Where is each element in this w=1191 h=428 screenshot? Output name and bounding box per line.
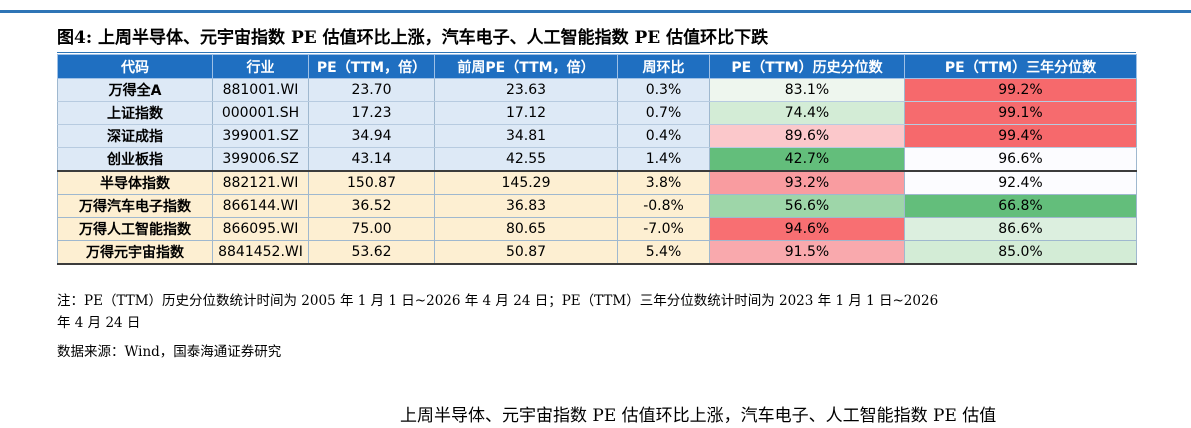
- row-three-pct: 99.1%: [904, 101, 1137, 125]
- row-hist-pct: 42.7%: [709, 147, 905, 172]
- note-line-2: 年 4 月 24 日: [57, 315, 141, 331]
- row-three-pct: 86.6%: [904, 217, 1137, 241]
- row-three-pct: 99.2%: [904, 78, 1137, 102]
- row-pe: 53.62: [308, 240, 435, 265]
- table-header-row: 代码 行业 PE（TTM，倍） 前周PE（TTM，倍） 周环比 PE（TTM）历…: [57, 54, 1137, 79]
- row-pe: 36.52: [308, 194, 435, 218]
- row-code: 000001.SH: [212, 101, 309, 125]
- row-pe: 150.87: [308, 170, 435, 195]
- row-name: 万得元宇宙指数: [57, 240, 213, 265]
- table-row: 万得汽车电子指数 866144.WI 36.52 36.83 -0.8% 56.…: [57, 194, 1137, 218]
- table-note: 注：PE（TTM）历史分位数统计时间为 2005 年 1 月 1 日~2026 …: [57, 290, 1142, 334]
- row-name: 万得全A: [57, 78, 213, 102]
- header-industry: 行业: [212, 54, 309, 79]
- row-prev-pe: 42.55: [434, 147, 618, 172]
- row-wow: -0.8%: [617, 194, 710, 218]
- row-name: 半导体指数: [57, 170, 213, 195]
- header-hist-pct: PE（TTM）历史分位数: [709, 54, 905, 79]
- row-code: 399001.SZ: [212, 124, 309, 148]
- header-pe: PE（TTM，倍）: [308, 54, 435, 79]
- figure-caption: 图4: 上周半导体、元宇宙指数 PE 估值环比上涨，汽车电子、人工智能指数 PE…: [57, 28, 769, 48]
- row-three-pct: 66.8%: [904, 194, 1137, 218]
- body-text-heading: 上周半导体、元宇宙指数 PE 估值环比上涨，汽车电子、人工智能指数 PE 估值: [400, 406, 997, 426]
- table-row: 万得人工智能指数 866095.WI 75.00 80.65 -7.0% 94.…: [57, 217, 1137, 241]
- header-three-pct: PE（TTM）三年分位数: [904, 54, 1137, 79]
- row-code: 866144.WI: [212, 194, 309, 218]
- table-row: 万得元宇宙指数 8841452.WI 53.62 50.87 5.4% 91.5…: [57, 240, 1137, 265]
- caption-underline: [57, 52, 1136, 53]
- row-three-pct: 99.4%: [904, 124, 1137, 148]
- row-prev-pe: 23.63: [434, 78, 618, 102]
- row-pe: 43.14: [308, 147, 435, 172]
- table-row: 上证指数 000001.SH 17.23 17.12 0.7% 74.4% 99…: [57, 101, 1137, 125]
- row-code: 882121.WI: [212, 170, 309, 195]
- pe-valuation-table: 代码 行业 PE（TTM，倍） 前周PE（TTM，倍） 周环比 PE（TTM）历…: [57, 54, 1137, 265]
- row-pe: 34.94: [308, 124, 435, 148]
- note-line-1: 注：PE（TTM）历史分位数统计时间为 2005 年 1 月 1 日~2026 …: [57, 293, 939, 309]
- row-code: 8841452.WI: [212, 240, 309, 265]
- row-prev-pe: 17.12: [434, 101, 618, 125]
- row-wow: 0.3%: [617, 78, 710, 102]
- row-wow: 3.8%: [617, 170, 710, 195]
- row-name: 万得汽车电子指数: [57, 194, 213, 218]
- row-three-pct: 96.6%: [904, 147, 1137, 172]
- table-row: 创业板指 399006.SZ 43.14 42.55 1.4% 42.7% 96…: [57, 147, 1137, 172]
- row-wow: 0.7%: [617, 101, 710, 125]
- header-code: 代码: [57, 54, 213, 79]
- header-prev-pe: 前周PE（TTM，倍）: [434, 54, 618, 79]
- row-prev-pe: 145.29: [434, 170, 618, 195]
- row-name: 万得人工智能指数: [57, 217, 213, 241]
- row-hist-pct: 94.6%: [709, 217, 905, 241]
- row-three-pct: 92.4%: [904, 170, 1137, 195]
- row-wow: 0.4%: [617, 124, 710, 148]
- row-prev-pe: 50.87: [434, 240, 618, 265]
- row-code: 866095.WI: [212, 217, 309, 241]
- row-pe: 75.00: [308, 217, 435, 241]
- row-prev-pe: 36.83: [434, 194, 618, 218]
- row-hist-pct: 89.6%: [709, 124, 905, 148]
- row-name: 创业板指: [57, 147, 213, 172]
- table-row: 万得全A 881001.WI 23.70 23.63 0.3% 83.1% 99…: [57, 78, 1137, 102]
- data-source: 数据来源：Wind，国泰海通证券研究: [57, 344, 282, 360]
- row-code: 399006.SZ: [212, 147, 309, 172]
- top-rule: [0, 10, 1191, 13]
- row-name: 上证指数: [57, 101, 213, 125]
- row-prev-pe: 80.65: [434, 217, 618, 241]
- table-row: 深证成指 399001.SZ 34.94 34.81 0.4% 89.6% 99…: [57, 124, 1137, 148]
- row-prev-pe: 34.81: [434, 124, 618, 148]
- row-hist-pct: 56.6%: [709, 194, 905, 218]
- row-hist-pct: 93.2%: [709, 170, 905, 195]
- header-wow: 周环比: [617, 54, 710, 79]
- table-row: 半导体指数 882121.WI 150.87 145.29 3.8% 93.2%…: [57, 170, 1137, 195]
- row-wow: -7.0%: [617, 217, 710, 241]
- row-hist-pct: 91.5%: [709, 240, 905, 265]
- row-pe: 23.70: [308, 78, 435, 102]
- row-hist-pct: 83.1%: [709, 78, 905, 102]
- row-wow: 5.4%: [617, 240, 710, 265]
- row-pe: 17.23: [308, 101, 435, 125]
- row-name: 深证成指: [57, 124, 213, 148]
- row-hist-pct: 74.4%: [709, 101, 905, 125]
- row-three-pct: 85.0%: [904, 240, 1137, 265]
- row-code: 881001.WI: [212, 78, 309, 102]
- row-wow: 1.4%: [617, 147, 710, 172]
